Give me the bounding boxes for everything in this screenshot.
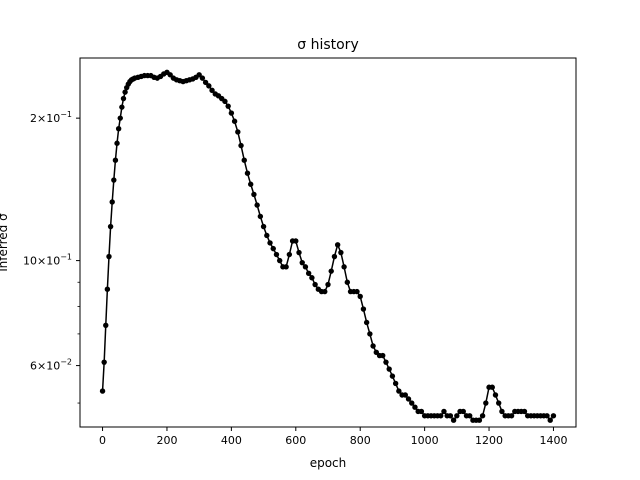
plot-frame [79, 57, 577, 428]
x-tick-label: 1000 [411, 434, 439, 447]
x-tick-label: 1200 [475, 434, 503, 447]
y-tick-label: 2×10−1 [30, 110, 72, 125]
data-points [99, 69, 557, 423]
series-line [101, 71, 555, 422]
y-tick-mantissa: 10×10 [23, 255, 60, 268]
y-axis: 6×10−210×10−12×10−1 [23, 110, 80, 404]
y-tick-mantissa: 6×10 [30, 360, 60, 373]
y-tick-label: 10×10−1 [23, 253, 72, 268]
y-tick-exponent: −1 [60, 110, 72, 119]
y-tick-mantissa: 2×10 [30, 112, 60, 125]
y-tick-label: 6×10−2 [30, 358, 72, 373]
x-axis: 0 200 400 600 800 1000 1200 1400 [99, 427, 567, 447]
x-tick-label: 600 [285, 434, 306, 447]
x-tick-label: 800 [350, 434, 371, 447]
chart-title: σ history [297, 37, 358, 53]
y-tick-exponent: −2 [60, 358, 72, 367]
x-tick-label: 1400 [539, 434, 567, 447]
y-tick-exponent: −1 [60, 253, 72, 262]
x-tick-label: 200 [156, 434, 177, 447]
x-tick-label: 400 [221, 434, 242, 447]
x-tick-label: 0 [99, 434, 106, 447]
x-axis-label: epoch [310, 456, 347, 470]
y-axis-label: inferred σ [0, 213, 10, 272]
